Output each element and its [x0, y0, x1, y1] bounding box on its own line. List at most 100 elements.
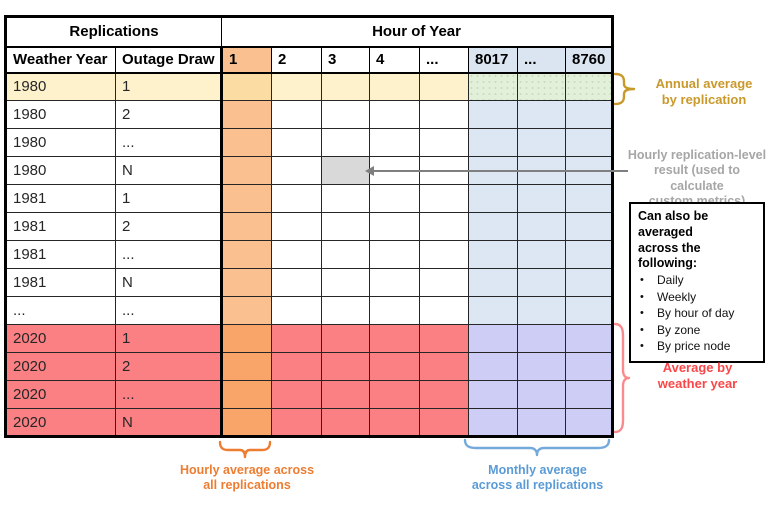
bullet-icon: •: [640, 323, 644, 336]
weather-year-cell: 2020: [5, 380, 116, 409]
hour-cell: [369, 352, 420, 381]
hour-column-header: 3: [321, 46, 370, 74]
hour-cell: [564, 184, 614, 213]
bullet-icon: •: [640, 340, 644, 352]
outage-draw-cell: 2: [115, 212, 222, 241]
hour-column-header: 4: [369, 46, 420, 74]
hour-cell: [271, 324, 322, 353]
hour-cell: [419, 240, 469, 269]
hour-column-header: 8760: [564, 46, 614, 74]
hour-cell: [564, 408, 614, 437]
weather-year-cell: 1981: [5, 212, 116, 241]
hour-cell: [468, 72, 518, 101]
hour-cell: [220, 296, 272, 325]
result-arrow-line: [374, 170, 628, 172]
hour-cell: [369, 268, 420, 297]
table-row: 1980...: [5, 128, 614, 157]
hour-cell: [564, 240, 614, 269]
hour-cell: [468, 380, 518, 409]
hour-cell: [419, 184, 469, 213]
hour-cell: [564, 128, 614, 157]
hour-cell: [271, 296, 322, 325]
hour-cell: [271, 128, 322, 157]
averaging-list-item-label: Daily: [657, 273, 684, 287]
table-row: ......: [5, 296, 614, 325]
table-row: 2020 1: [5, 324, 614, 353]
averaging-list-item: • Weekly: [638, 289, 759, 306]
hour-cell: [517, 296, 566, 325]
hour-cell: [468, 408, 518, 437]
averaging-options-box: Can also be averaged across the followin…: [629, 202, 765, 363]
averaging-list-item-label: By price node: [657, 339, 731, 353]
table-row: 2020...: [5, 380, 614, 409]
hour-column-header: 8017: [468, 46, 518, 74]
hour-cell: [220, 72, 272, 101]
outage-draw-cell: N: [115, 156, 222, 185]
weather-year-cell: 1981: [5, 240, 116, 269]
outage-draw-cell: ...: [115, 296, 222, 325]
hourly-average-brace-icon: [218, 440, 272, 460]
hour-cell: [369, 100, 420, 129]
weather-year-cell: 2020: [5, 324, 116, 353]
hour-cell: [419, 380, 469, 409]
annual-average-label: Annual average by replication: [655, 76, 753, 107]
hour-cell: [517, 268, 566, 297]
hour-cell: [369, 380, 420, 409]
weather-year-cell: 1980: [5, 156, 116, 185]
hour-cell: [321, 296, 370, 325]
hour-cell: [220, 100, 272, 129]
outage-draw-cell: N: [115, 408, 222, 437]
hour-cell: [517, 240, 566, 269]
hour-cell: [271, 212, 322, 241]
hour-cell: [564, 380, 614, 409]
table-row: 1981 N: [5, 268, 614, 297]
table-row: 1981 1: [5, 184, 614, 213]
monthly-average-label: Monthly average across all replications: [471, 463, 604, 493]
hour-cell: [321, 408, 370, 437]
bullet-icon: •: [640, 290, 644, 303]
table-row: 1981...: [5, 240, 614, 269]
table-row: 2020 2: [5, 352, 614, 381]
hour-cell: [369, 128, 420, 157]
hour-cell: [564, 352, 614, 381]
annual-average-brace-icon: [612, 72, 638, 106]
averaging-list-item: • By zone: [638, 322, 759, 339]
weather-year-cell: 1981: [5, 184, 116, 213]
outage-draw-cell: N: [115, 268, 222, 297]
averaging-list-item: • Daily: [638, 272, 759, 289]
hour-cell: [369, 184, 420, 213]
hour-cell: [564, 212, 614, 241]
hour-cell: [220, 352, 272, 381]
weather-year-cell: 1981: [5, 268, 116, 297]
hour-cell: [564, 72, 614, 101]
outage-draw-cell: 2: [115, 100, 222, 129]
replication-hour-table: Replications Hour of Year Weather Year O…: [4, 15, 615, 438]
hour-cell: [517, 380, 566, 409]
hour-cell: [220, 380, 272, 409]
hour-cell: [220, 128, 272, 157]
hour-cell: [419, 296, 469, 325]
hour-cell: [369, 324, 420, 353]
hour-cell: [321, 212, 370, 241]
outage-draw-cell: ...: [115, 128, 222, 157]
outage-draw-column-header: Outage Draw: [115, 46, 222, 74]
hour-cell: [271, 100, 322, 129]
hour-cell: [271, 156, 322, 185]
table-body: 1980 1 1980 2 1980... 1980 N 1981 1 1981 2 1981... 1…: [5, 72, 614, 437]
hour-cell: [220, 408, 272, 437]
averaging-list-item: • By price node: [638, 338, 759, 355]
hour-cell: [468, 268, 518, 297]
hour-cell: [517, 352, 566, 381]
hour-cell: [321, 240, 370, 269]
bullet-icon: •: [640, 274, 644, 286]
hour-cell: [220, 240, 272, 269]
outage-draw-cell: 2: [115, 352, 222, 381]
hour-column-header: ...: [419, 46, 469, 74]
hour-cell: [220, 212, 272, 241]
hour-cell: [468, 240, 518, 269]
monthly-average-brace-icon: [462, 438, 613, 458]
hour-cell: [369, 212, 420, 241]
hour-cell: [468, 128, 518, 157]
hour-cell: [220, 184, 272, 213]
hour-cell: [468, 352, 518, 381]
